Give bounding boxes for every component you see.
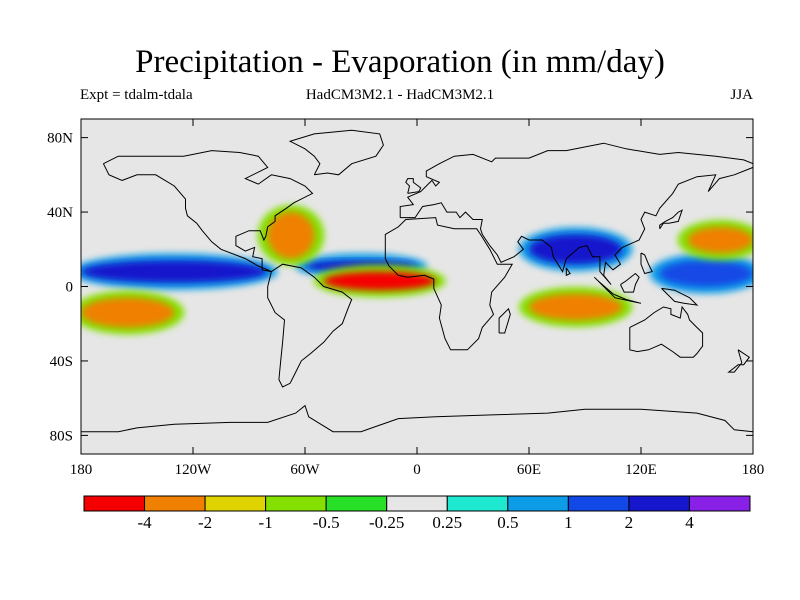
- y-tick-label: 80N: [47, 131, 73, 147]
- coast-indonesia: [593, 276, 642, 304]
- colorbar-label: -1: [259, 513, 273, 532]
- axes: 180 120W 60W 0 60E 120E 180 80N 40N 0 40S 80S: [47, 119, 764, 478]
- x-tick-label: 180: [70, 462, 93, 478]
- coast-antarctica: [81, 404, 753, 433]
- colorbar-bin-6: [446, 495, 509, 512]
- x-tick-label: 60E: [517, 462, 541, 478]
- colorbar-label: -2: [198, 513, 212, 532]
- y-tick-label: 0: [66, 280, 74, 296]
- colorbar-bin-2: [204, 495, 267, 512]
- field-core-6: [529, 293, 623, 320]
- coast-south-america: [267, 263, 353, 388]
- experiment-label: Expt = tdalm-tdala: [80, 87, 193, 103]
- x-tick-label: 120E: [625, 462, 657, 478]
- colorbar-label: 4: [685, 513, 694, 532]
- coast-sri-lanka: [565, 267, 571, 277]
- colorbar-bin-4: [325, 495, 388, 512]
- field-core-2: [323, 271, 436, 291]
- colorbar-bin-7: [507, 495, 569, 512]
- chart-title: Precipitation - Evaporation (in mm/day): [135, 44, 665, 80]
- coast-greenland: [288, 129, 384, 176]
- y-tick-label: 40S: [50, 354, 73, 370]
- field-core-8: [687, 226, 753, 254]
- map-area: [80, 118, 754, 455]
- coast-borneo: [620, 272, 640, 293]
- field-core-5: [529, 234, 623, 265]
- colorbar-label: -4: [137, 513, 152, 532]
- x-tick-label: 60W: [290, 462, 320, 478]
- colorbar-bin-1: [144, 495, 206, 512]
- colorbar-bin-3: [265, 495, 327, 512]
- precip-field: [81, 205, 753, 335]
- field-core-0: [81, 260, 268, 283]
- y-tick-label: 80S: [50, 428, 73, 444]
- coast-uk: [405, 178, 422, 194]
- coast-north-america: [102, 150, 314, 273]
- colorbar-label: 0.25: [432, 513, 462, 532]
- coast-japan: [659, 209, 683, 230]
- y-tick-label: 40N: [47, 205, 73, 221]
- coast-eurasia: [399, 142, 753, 285]
- colorbar-label: 0.5: [497, 513, 518, 532]
- coast-madagascar: [498, 307, 511, 334]
- model-label: HadCM3M2.1 - HadCM3M2.1: [305, 87, 495, 103]
- coast-africa: [384, 217, 514, 351]
- season-label: JJA: [730, 87, 753, 103]
- colorbar-bin-8: [567, 495, 630, 512]
- coast-australia: [629, 305, 704, 358]
- x-tick-label: 0: [413, 462, 421, 478]
- coastlines: [81, 129, 753, 433]
- colorbar-label: 1: [564, 513, 573, 532]
- colorbar-label: 2: [625, 513, 634, 532]
- colorbar-bin-5: [386, 495, 448, 512]
- x-tick-label: 180: [742, 462, 765, 478]
- colorbar: -4 -2 -1 -0.5 -0.25 0.25 0.5 1 2 4: [83, 495, 751, 532]
- colorbar-bin-10: [688, 495, 751, 512]
- coast-new-guinea: [661, 287, 699, 306]
- coast-philippines: [640, 252, 653, 275]
- field-core-3: [81, 297, 175, 328]
- colorbar-label: -0.5: [313, 513, 340, 532]
- colorbar-bin-0: [83, 495, 146, 512]
- coast-new-zealand: [727, 349, 751, 373]
- field-core-7: [659, 260, 753, 287]
- colorbar-bin-9: [628, 495, 690, 512]
- field-core-4: [267, 212, 315, 259]
- x-tick-label: 120W: [175, 462, 213, 478]
- colorbar-label: -0.25: [369, 513, 404, 532]
